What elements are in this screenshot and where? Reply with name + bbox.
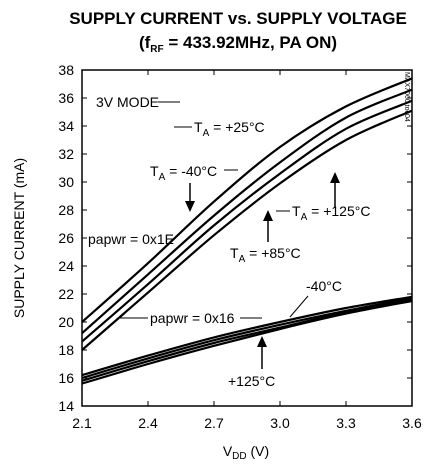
y-tick-label: 20 bbox=[58, 314, 74, 330]
annotation-ta-m40: TA = -40°C bbox=[150, 163, 217, 183]
x-tick-label: 2.4 bbox=[138, 415, 158, 431]
y-tick-label: 28 bbox=[58, 202, 74, 218]
axis-ticks: 2.1 2.4 2.7 3.0 3.3 3.6 14 16 18 20 22 24 26 28 30 32 34… bbox=[58, 62, 422, 431]
series-line-4 bbox=[81, 295, 413, 377]
annotation-papwr-1e: papwr = 0x1E bbox=[88, 231, 174, 247]
ta-85-arrow-head bbox=[263, 210, 273, 221]
low-m40-leader bbox=[289, 295, 309, 318]
y-tick-label: 36 bbox=[58, 90, 74, 106]
chart-subtitle: (fRF = 433.92MHz, PA ON) bbox=[139, 33, 337, 55]
series-line-2 bbox=[81, 99, 413, 343]
ta-m40-arrow-head bbox=[185, 201, 195, 212]
low-125-arrow-head bbox=[257, 336, 267, 347]
ta-125-arrow-head bbox=[330, 172, 340, 183]
x-axis-label: VDD (V) bbox=[223, 443, 269, 462]
y-tick-label: 22 bbox=[58, 286, 74, 302]
series-line-6 bbox=[81, 298, 413, 382]
y-tick-label: 32 bbox=[58, 146, 74, 162]
y-tick-label: 16 bbox=[58, 370, 74, 386]
annotation-ta-125: TA = +125°C bbox=[292, 203, 370, 223]
y-tick-label: 26 bbox=[58, 230, 74, 246]
annotations: 3V MODE TA = +25°C TA = -40°C TA = +125°… bbox=[88, 94, 370, 389]
x-tick-label: 3.0 bbox=[270, 415, 290, 431]
annotation-ta-85: TA = +85°C bbox=[230, 245, 301, 265]
annotation-papwr-16: papwr = 0x16 bbox=[150, 310, 235, 326]
y-tick-label: 18 bbox=[58, 342, 74, 358]
y-tick-label: 34 bbox=[58, 118, 74, 134]
part-number: MAX7060 toc04 bbox=[403, 72, 410, 122]
chart-title: SUPPLY CURRENT vs. SUPPLY VOLTAGE bbox=[69, 9, 407, 28]
annotation-low-m40: -40°C bbox=[306, 278, 342, 294]
annotation-low-125: +125°C bbox=[228, 373, 275, 389]
mode-label: 3V MODE bbox=[96, 94, 159, 110]
y-tick-label: 30 bbox=[58, 174, 74, 190]
x-tick-label: 2.1 bbox=[72, 415, 92, 431]
series-lines bbox=[81, 77, 413, 385]
y-tick-label: 24 bbox=[58, 258, 74, 274]
series-line-1 bbox=[81, 77, 413, 323]
x-tick-label: 2.7 bbox=[204, 415, 224, 431]
plot-frame bbox=[81, 69, 413, 407]
series-line-7 bbox=[81, 299, 413, 385]
y-tick-label: 38 bbox=[58, 62, 74, 78]
series-line-3 bbox=[81, 109, 413, 351]
y-axis-label: SUPPLY CURRENT (mA) bbox=[11, 158, 27, 318]
y-tick-label: 14 bbox=[58, 398, 74, 414]
series-line-0 bbox=[81, 88, 413, 335]
x-tick-label: 3.3 bbox=[336, 415, 356, 431]
annotation-ta-25: TA = +25°C bbox=[194, 119, 265, 139]
series-line-5 bbox=[81, 297, 413, 380]
x-tick-label: 3.6 bbox=[402, 415, 422, 431]
